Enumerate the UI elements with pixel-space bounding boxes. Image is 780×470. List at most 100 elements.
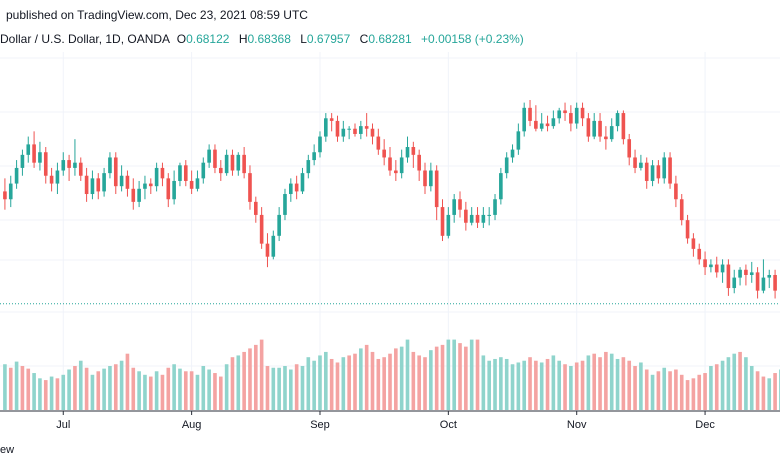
candle-52 <box>306 154 311 179</box>
candle-body-70 <box>411 147 416 155</box>
candle-115 <box>674 175 678 208</box>
candle-body-29 <box>172 180 176 200</box>
x-tick-label-3: Oct <box>440 419 457 431</box>
candle-62 <box>364 113 369 137</box>
volume-bar-128 <box>749 366 754 410</box>
x-tick-label-2: Sep <box>310 419 330 431</box>
candle-body-78 <box>458 199 462 210</box>
candle-body-100 <box>586 118 591 137</box>
candle-65 <box>382 139 386 166</box>
candle-body-68 <box>399 157 404 174</box>
candle-body-119 <box>697 248 702 260</box>
candle-body-76 <box>446 214 451 236</box>
candle-123 <box>720 259 725 283</box>
volume-bar-86 <box>504 358 509 410</box>
candle-body-63 <box>370 128 375 137</box>
candle-74 <box>434 165 439 221</box>
candle-18 <box>108 152 112 179</box>
candle-body-107 <box>627 139 632 158</box>
candle-95 <box>557 107 562 124</box>
volume-bar-14 <box>84 367 89 410</box>
candle-72 <box>423 162 427 195</box>
candle-body-12 <box>73 162 77 168</box>
volume-bar-51 <box>300 366 305 410</box>
candle-body-42 <box>248 173 252 202</box>
candle-24 <box>143 175 147 200</box>
candle-body-114 <box>668 157 672 184</box>
volume-bar-46 <box>271 367 276 410</box>
candle-116 <box>679 194 684 226</box>
candle-6 <box>38 141 42 171</box>
candle-34 <box>201 157 206 184</box>
volume-bar-77 <box>452 339 456 410</box>
candle-120 <box>703 251 707 275</box>
candle-body-121 <box>709 264 713 268</box>
volume-bar-75 <box>440 344 445 410</box>
volume-bar-11 <box>67 369 71 410</box>
volume-bar-33 <box>195 374 200 410</box>
candle-78 <box>458 191 462 218</box>
volume-bar-3 <box>20 366 25 410</box>
candle-body-127 <box>744 269 748 275</box>
candle-63 <box>370 123 375 145</box>
candle-129 <box>755 267 760 299</box>
volume-bar-130 <box>761 376 766 410</box>
candle-39 <box>230 149 235 176</box>
volume-bar-32 <box>189 371 194 410</box>
candle-body-14 <box>84 175 89 195</box>
volume-bar-48 <box>283 366 287 410</box>
candle-body-60 <box>353 128 357 134</box>
volume-bar-104 <box>609 353 614 410</box>
candle-body-8 <box>49 175 54 184</box>
candle-126 <box>738 267 742 286</box>
candle-body-85 <box>499 173 503 200</box>
candle-body-108 <box>633 157 637 168</box>
candle-87 <box>510 144 515 163</box>
candle-71 <box>417 149 421 181</box>
candle-body-25 <box>148 183 153 187</box>
volume-bar-45 <box>265 366 270 410</box>
candle-body-64 <box>376 136 381 150</box>
candle-11 <box>67 154 71 181</box>
candle-66 <box>388 147 392 176</box>
candle-body-94 <box>551 118 556 127</box>
volume-bar-74 <box>434 346 439 410</box>
candle-body-83 <box>487 214 491 216</box>
volume-bar-102 <box>598 357 602 410</box>
volume-bar-73 <box>429 350 433 410</box>
candle-body-104 <box>609 126 614 140</box>
candle-132 <box>773 269 777 299</box>
candle-body-125 <box>732 277 737 289</box>
volume-bar-30 <box>178 368 182 410</box>
candle-body-56 <box>329 118 334 121</box>
candle-body-120 <box>703 259 707 268</box>
x-tick-label-5: Dec <box>695 419 715 431</box>
volume-bar-95 <box>557 360 562 410</box>
candle-5 <box>32 131 36 168</box>
candle-body-99 <box>580 107 585 119</box>
candle-body-109 <box>639 162 643 168</box>
volume-bar-119 <box>697 374 702 410</box>
volume-bar-88 <box>516 362 521 410</box>
volume-bar-93 <box>545 358 550 410</box>
published-text: published on TradingView.com, Dec 23, 20… <box>6 8 308 22</box>
candle-90 <box>528 100 532 127</box>
volume-bar-16 <box>96 371 101 410</box>
volume-bar-132 <box>773 373 777 410</box>
symbol-legend[interactable]: Dollar / U.S. Dollar, 1D, OANDA O0.68122… <box>0 28 530 50</box>
candle-body-117 <box>685 220 690 239</box>
volume-bar-21 <box>125 353 130 410</box>
candle-body-21 <box>125 175 130 189</box>
candle-body-6 <box>38 152 42 163</box>
candle-body-102 <box>598 120 602 137</box>
candle-body-16 <box>96 178 101 192</box>
volume-bar-12 <box>73 366 77 410</box>
candle-75 <box>440 199 445 242</box>
candle-97 <box>569 105 573 132</box>
volume-bar-36 <box>213 373 217 410</box>
volume-bar-118 <box>691 378 696 410</box>
volume-bar-63 <box>370 351 375 410</box>
candle-68 <box>399 149 404 179</box>
volume-bar-80 <box>469 339 474 410</box>
